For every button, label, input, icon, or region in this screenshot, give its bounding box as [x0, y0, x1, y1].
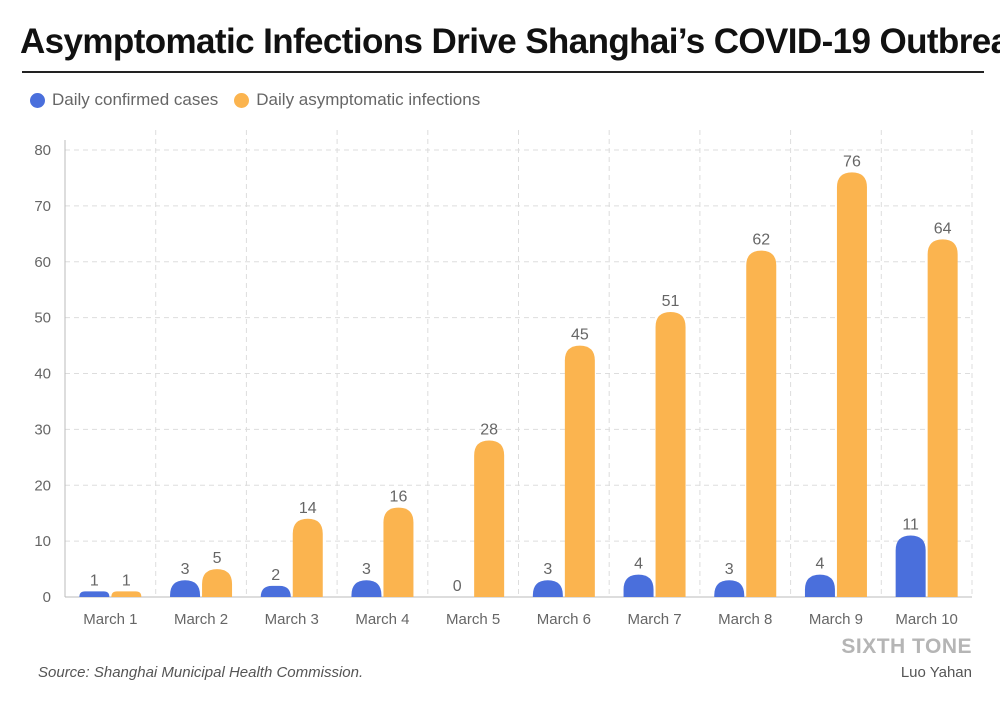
bar-asymptomatic [292, 518, 323, 597]
x-tick-label: March 8 [718, 611, 772, 628]
data-label-confirmed: 1 [90, 572, 99, 589]
legend-swatch-asymptomatic [234, 92, 250, 108]
chart-title: Asymptomatic Infections Drive Shanghai’s… [20, 22, 1000, 61]
data-label-confirmed: 3 [362, 561, 371, 578]
bar-asymptomatic [111, 591, 142, 597]
bar-asymptomatic [836, 172, 867, 597]
x-tick-label: March 2 [174, 611, 228, 628]
data-label-confirmed: 3 [181, 561, 190, 578]
x-tick-label: March 10 [895, 611, 958, 628]
y-tick-label: 10 [34, 533, 51, 550]
x-tick-label: March 6 [537, 611, 591, 628]
data-label-asymptomatic: 16 [390, 489, 408, 506]
bar-confirmed [895, 535, 926, 597]
bar-confirmed [623, 574, 654, 597]
bar-asymptomatic [927, 239, 958, 597]
legend-swatch-confirmed [30, 92, 45, 108]
x-tick-label: March 9 [809, 611, 863, 628]
data-label-confirmed: 3 [543, 561, 552, 578]
y-tick-label: 80 [34, 142, 51, 159]
data-label-asymptomatic: 14 [299, 500, 317, 517]
bar-confirmed [351, 580, 382, 597]
data-label-confirmed: 3 [725, 561, 734, 578]
bar-asymptomatic [655, 312, 686, 597]
title-rule [22, 71, 984, 73]
y-tick-label: 70 [34, 198, 51, 215]
bar-confirmed [532, 580, 563, 597]
legend: Daily confirmed cases Daily asymptomatic… [30, 90, 496, 110]
data-label-confirmed: 4 [634, 556, 643, 573]
bar-confirmed [714, 580, 745, 597]
data-label-confirmed: 0 [453, 578, 462, 595]
data-label-asymptomatic: 1 [122, 572, 131, 589]
x-tick-label: March 7 [627, 611, 681, 628]
data-label-asymptomatic: 45 [571, 327, 589, 344]
data-label-confirmed: 4 [815, 556, 824, 573]
x-tick-label: March 3 [265, 611, 319, 628]
bar-asymptomatic [474, 440, 505, 597]
y-tick-label: 30 [34, 421, 51, 438]
y-tick-label: 40 [34, 366, 51, 383]
y-tick-label: 60 [34, 254, 51, 271]
y-tick-label: 50 [34, 310, 51, 327]
bar-asymptomatic [202, 569, 233, 597]
legend-item-asymptomatic: Daily asymptomatic infections [234, 90, 480, 110]
legend-item-confirmed: Daily confirmed cases [30, 90, 218, 110]
data-label-asymptomatic: 28 [480, 422, 498, 439]
y-tick-label: 0 [43, 589, 51, 606]
x-tick-label: March 4 [355, 611, 409, 628]
data-label-asymptomatic: 62 [752, 232, 770, 249]
source-note: Source: Shanghai Municipal Health Commis… [38, 664, 364, 681]
bar-confirmed [170, 580, 201, 597]
data-label-asymptomatic: 5 [213, 550, 222, 567]
legend-label-confirmed: Daily confirmed cases [52, 90, 219, 109]
data-label-asymptomatic: 76 [843, 153, 861, 170]
bar-asymptomatic [383, 507, 414, 597]
bar-asymptomatic [564, 345, 595, 597]
brand-logo: SIXTH TONE [841, 635, 972, 658]
x-tick-label: March 1 [83, 611, 137, 628]
x-tick-label: March 5 [446, 611, 500, 628]
bar-asymptomatic [746, 250, 777, 597]
data-label-confirmed: 2 [271, 567, 280, 584]
y-tick-label: 20 [34, 477, 51, 494]
legend-label-asymptomatic: Daily asymptomatic infections [256, 90, 481, 109]
author-credit: Luo Yahan [900, 664, 972, 681]
bar-confirmed [804, 574, 835, 597]
data-label-asymptomatic: 64 [934, 220, 952, 237]
bar-confirmed [79, 591, 110, 597]
data-label-confirmed: 11 [902, 517, 919, 534]
data-label-asymptomatic: 51 [662, 293, 680, 310]
bar-confirmed [260, 585, 291, 597]
